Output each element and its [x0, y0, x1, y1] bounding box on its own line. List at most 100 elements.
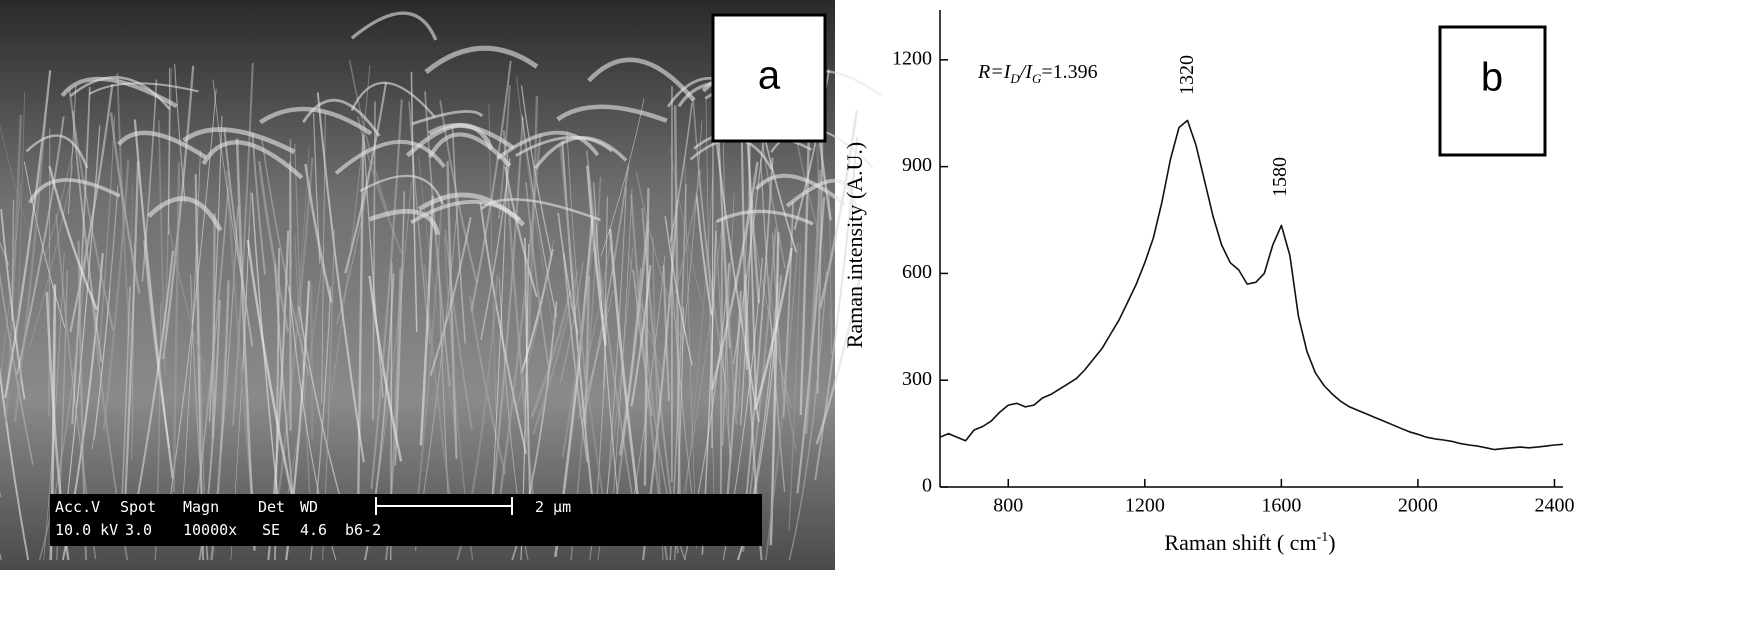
fiber — [63, 125, 101, 528]
fiber-tuft — [417, 192, 526, 227]
fiber-tuft — [28, 178, 121, 204]
y-tick-label: 1200 — [892, 47, 932, 69]
fiber — [771, 232, 785, 398]
fiber — [223, 128, 254, 347]
info-header: Spot — [120, 498, 156, 516]
x-tick-label: 2000 — [1398, 495, 1438, 517]
fiber-tuft — [350, 11, 438, 41]
ann-sub: G — [1032, 71, 1042, 86]
fiber — [123, 161, 140, 519]
fiber — [116, 73, 131, 337]
info-value: 10000x — [183, 521, 237, 539]
fiber — [429, 217, 472, 376]
fiber — [232, 62, 254, 426]
fiber-tuft — [715, 209, 814, 226]
fiber — [71, 110, 103, 363]
fiber — [321, 111, 326, 403]
fiber — [283, 247, 325, 514]
fiber-tuft — [60, 76, 178, 109]
fiber — [754, 247, 793, 410]
x-tick-label: 1200 — [1125, 495, 1165, 517]
fiber — [109, 112, 141, 294]
fiber — [38, 243, 88, 561]
fiber — [0, 241, 10, 266]
fiber — [310, 283, 314, 440]
fiber — [680, 176, 714, 536]
fiber — [251, 132, 266, 275]
fiber — [788, 244, 802, 531]
fiber — [743, 157, 774, 517]
x-tick-label: 800 — [993, 495, 1023, 517]
ann-part: =1.396 — [1041, 61, 1097, 83]
y-axis-label: Raman intensity (A.U.) — [842, 142, 867, 349]
fiber — [172, 162, 181, 493]
fiber — [68, 89, 115, 331]
fiber — [629, 256, 666, 524]
peak-label: 1320 — [1176, 55, 1198, 95]
fiber-tuft — [785, 178, 857, 211]
fiber — [768, 276, 797, 451]
fiber-tuft — [359, 174, 445, 205]
fiber — [618, 220, 650, 456]
fiber — [0, 182, 22, 377]
fiber-tuft — [350, 81, 436, 118]
fiber — [410, 71, 418, 332]
y-tick-label: 900 — [902, 154, 932, 176]
info-header: Det — [258, 498, 285, 516]
fiber — [102, 160, 130, 430]
fiber — [692, 98, 714, 308]
fiber — [211, 213, 216, 439]
fiber — [43, 252, 65, 561]
fiber-tuft — [259, 106, 373, 136]
fiber-tuft — [480, 198, 602, 222]
y-tick-label: 300 — [902, 368, 932, 390]
fiber — [764, 242, 799, 561]
fiber — [583, 237, 612, 373]
fiber — [246, 239, 296, 508]
fiber — [423, 264, 454, 516]
fiber — [141, 79, 158, 282]
fiber — [192, 186, 230, 530]
ann-sub: D — [1009, 71, 1020, 86]
fiber — [705, 98, 715, 511]
panel-label-box — [711, 13, 827, 143]
fiber-tuft — [428, 132, 512, 168]
fiber-tuft — [147, 196, 223, 232]
fiber — [261, 138, 310, 376]
fiber — [419, 195, 434, 446]
fiber — [721, 263, 730, 446]
fiber — [719, 218, 724, 530]
fiber — [815, 270, 863, 445]
fiber — [562, 252, 589, 463]
fiber — [630, 265, 652, 407]
fiber — [606, 187, 627, 500]
panel-label: b — [1481, 56, 1503, 100]
scale-label: 2 µm — [535, 498, 571, 516]
fiber — [561, 213, 598, 458]
fiber — [167, 223, 207, 373]
fiber — [451, 126, 466, 344]
fiber — [174, 63, 186, 203]
fiber — [446, 161, 458, 459]
fiber — [13, 112, 47, 423]
fiber — [424, 91, 451, 387]
ann-part: R — [977, 61, 990, 83]
fiber — [93, 185, 119, 440]
info-value: SE — [262, 521, 280, 539]
y-tick-label: 0 — [922, 475, 932, 497]
x-tick-label: 1600 — [1261, 495, 1301, 517]
fiber-tuft — [515, 135, 613, 157]
fiber — [724, 192, 735, 360]
fiber — [681, 120, 703, 353]
fiber — [711, 107, 714, 448]
fiber-tuft — [411, 109, 484, 126]
sem-panel: Acc.V Spot Magn Det WD 10.0 kV 3.0 10000… — [0, 0, 882, 570]
ann-part: =I — [990, 61, 1011, 83]
fiber — [559, 144, 608, 522]
fiber — [313, 112, 321, 264]
fiber — [677, 230, 722, 526]
fiber — [817, 143, 821, 313]
fiber — [480, 158, 511, 340]
fiber — [495, 133, 542, 525]
